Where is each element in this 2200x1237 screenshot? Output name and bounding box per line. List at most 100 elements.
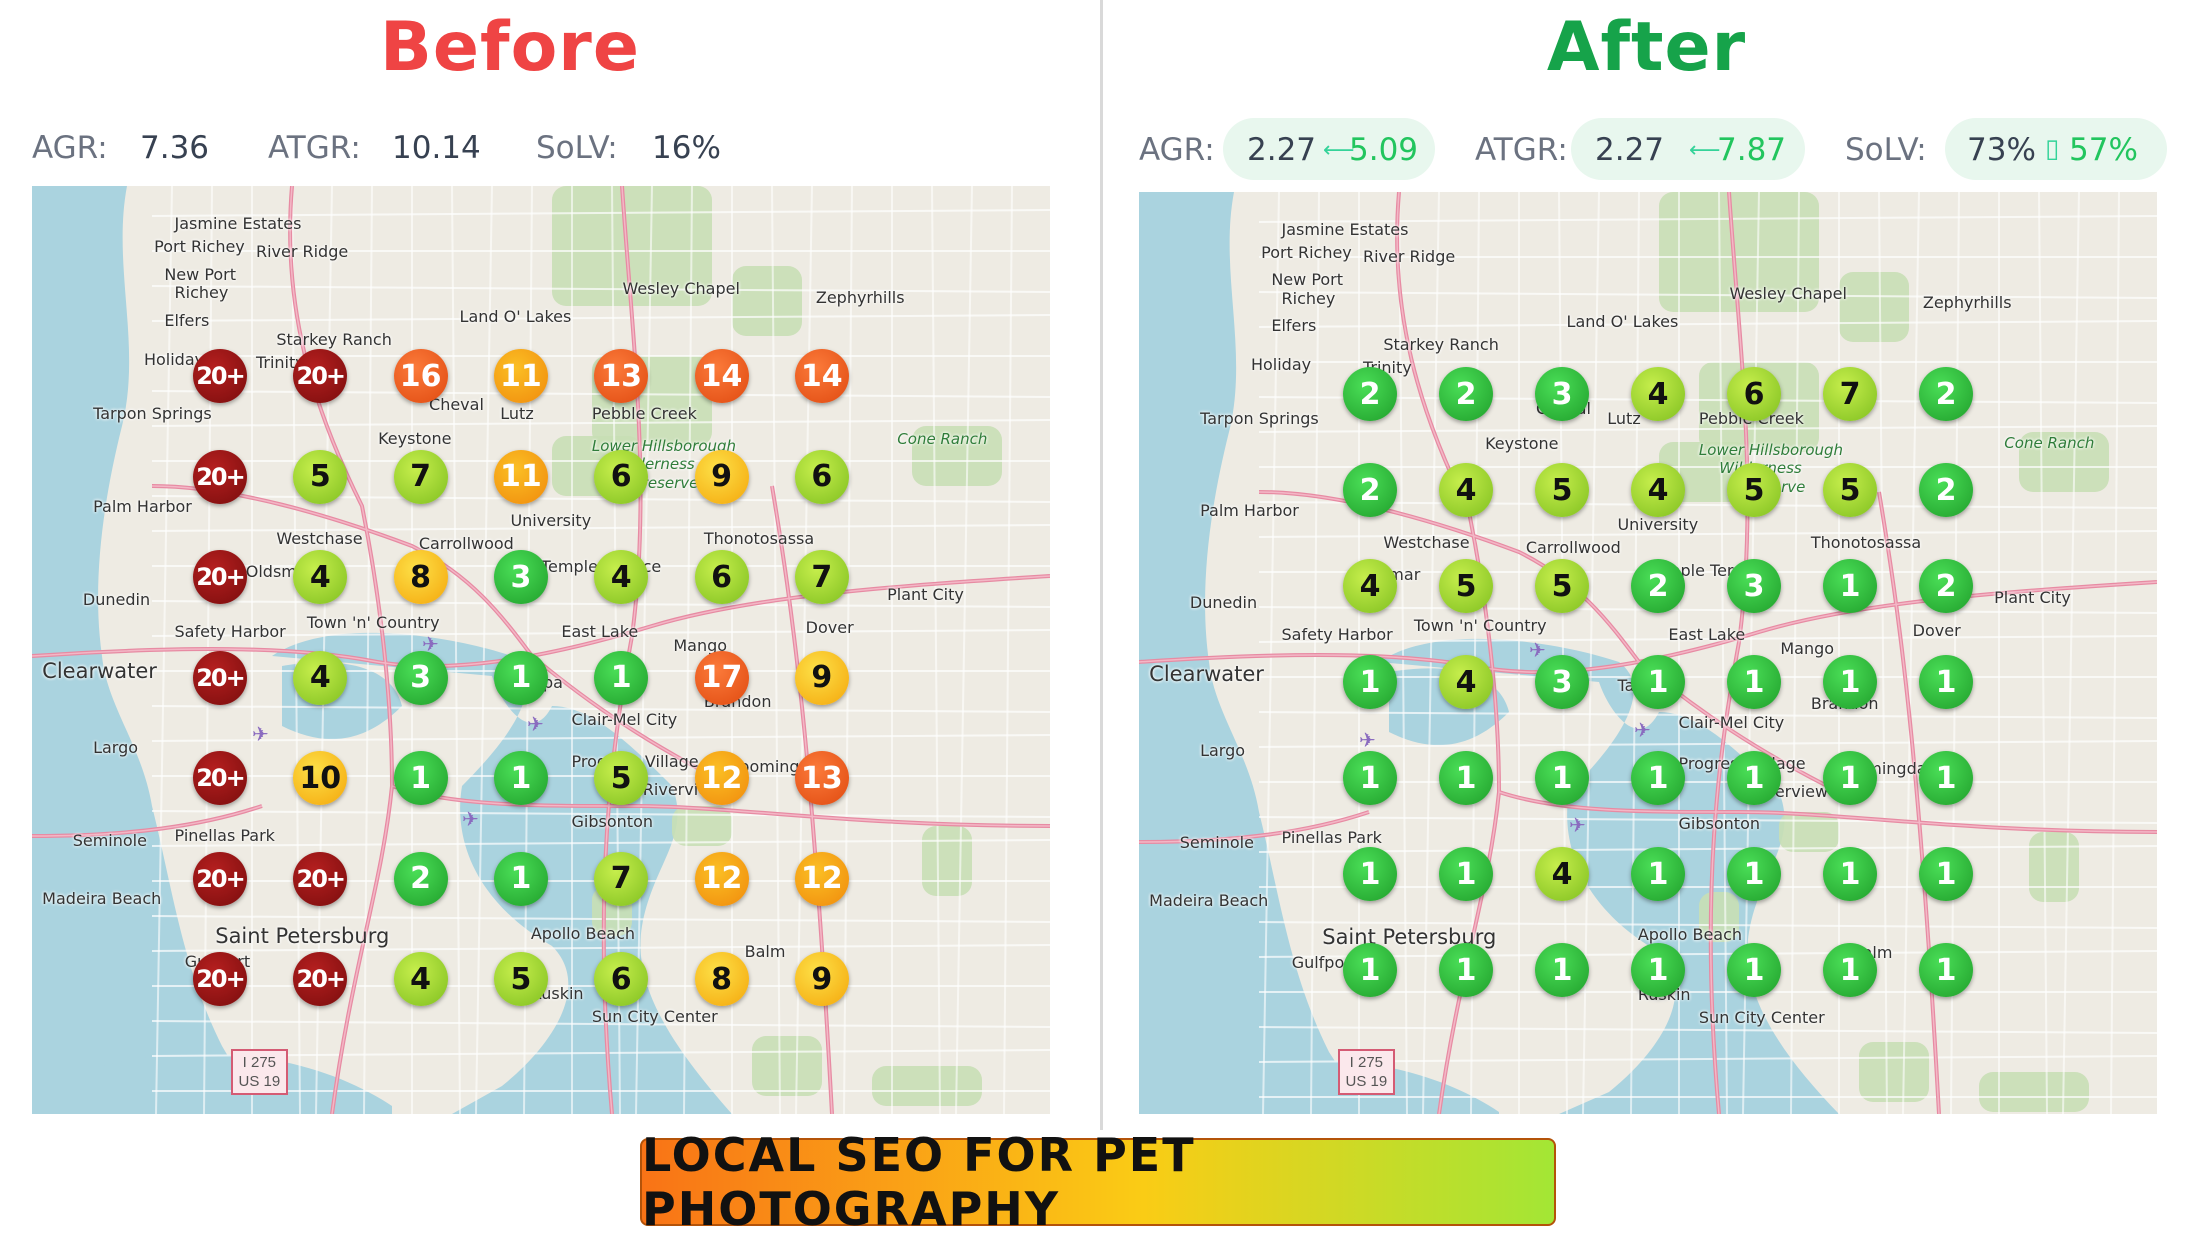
rank-marker: 1 — [1631, 943, 1685, 997]
map-place-label: Dunedin — [1189, 593, 1258, 613]
arrow-icon: ⟵ — [1323, 138, 1355, 163]
panel-divider — [1100, 0, 1103, 1130]
map-place-label: Cheval — [429, 394, 484, 414]
map-place-label: Tarpon Springs — [1200, 408, 1319, 428]
map-place-label: Wesley Chapel — [1729, 284, 1847, 304]
shield-line-1: I 275 — [242, 1054, 277, 1072]
rank-marker: 5 — [1535, 463, 1589, 517]
map-place-label: Port Richey — [1261, 242, 1352, 262]
map-place-label: Jasmine Estates — [1281, 219, 1409, 239]
agr-pill: 2.27 ⟵ 5.09 — [1223, 118, 1435, 180]
map-place-label: Lutz — [1607, 408, 1641, 428]
map-place-label: Madeira Beach — [1149, 890, 1269, 910]
rank-marker: 4 — [1439, 463, 1493, 517]
rank-marker: 20+ — [193, 650, 247, 705]
map-place-label: Land O' Lakes — [459, 306, 572, 326]
rank-marker: 14 — [694, 349, 749, 403]
map-place-label: Carrollwood — [1525, 537, 1621, 557]
rank-marker: 6 — [594, 952, 649, 1006]
rank-marker: 3 — [1535, 655, 1589, 709]
after-panel: After AGR: 2.27 ⟵ 5.09 ATGR: 2.27 ⟵ 7.87… — [1103, 0, 2200, 1237]
rank-marker: 5 — [594, 751, 649, 805]
rank-marker: 7 — [393, 449, 448, 504]
atgr-label: ATGR: — [268, 130, 361, 166]
rank-marker: 12 — [694, 751, 749, 805]
rank-marker: 20+ — [193, 851, 247, 906]
solv-label: SoLV: — [1845, 132, 1927, 168]
svg-text:✈: ✈ — [422, 632, 439, 656]
rank-marker: 1 — [1439, 943, 1493, 997]
rank-marker: 1 — [1535, 751, 1589, 805]
rank-marker: 5 — [1823, 463, 1877, 517]
rank-marker: 3 — [493, 550, 548, 604]
rank-marker: 12 — [794, 851, 849, 906]
rank-marker: 1 — [493, 751, 548, 805]
rank-marker: 1 — [1919, 655, 1973, 709]
atgr-after-value: 7.87 — [1717, 132, 1787, 168]
rank-marker: 9 — [794, 650, 849, 705]
rank-marker: 5 — [493, 952, 548, 1006]
after-metrics: AGR: 2.27 ⟵ 5.09 ATGR: 2.27 ⟵ 7.87 SoLV:… — [1139, 118, 2189, 180]
rank-marker: 1 — [1919, 847, 1973, 901]
rank-marker: 2 — [1439, 367, 1493, 421]
rank-marker: 13 — [794, 751, 849, 805]
rank-marker: 20+ — [293, 349, 348, 403]
map-place-label: Saint Petersburg — [215, 923, 390, 948]
rank-marker: 1 — [1631, 751, 1685, 805]
rank-marker: 1 — [493, 851, 548, 906]
rank-marker: 7 — [594, 851, 649, 906]
rank-marker: 20+ — [193, 952, 247, 1006]
map-place-label: Elfers — [1271, 316, 1317, 336]
map-place-label: University — [510, 510, 592, 530]
rank-marker: 17 — [694, 650, 749, 705]
solv-value: 16% — [652, 130, 721, 166]
rank-marker: 16 — [393, 349, 448, 403]
map-place-label: Sun City Center — [591, 1007, 718, 1027]
map-place-label: Thonotosassa — [1810, 533, 1922, 553]
map-place-label: Seminole — [1179, 832, 1254, 852]
rank-marker: 2 — [1919, 559, 1973, 613]
rank-marker: 2 — [1919, 463, 1973, 517]
shield-line-1: I 275 — [1349, 1054, 1384, 1072]
svg-text:✈: ✈ — [1529, 638, 1546, 662]
rank-marker: 5 — [1535, 559, 1589, 613]
atgr-before-value: 2.27 — [1595, 132, 1665, 168]
rank-marker: 20+ — [193, 751, 247, 805]
map-place-label: Balm — [744, 942, 786, 962]
rank-marker: 1 — [493, 650, 548, 705]
map-place-label: Plant City — [887, 585, 964, 605]
map-place-label: Zephyrhills — [1922, 293, 2012, 313]
rank-marker: 1 — [1727, 655, 1781, 709]
map-place-label: University — [1617, 514, 1699, 534]
map-place-label: Land O' Lakes — [1566, 311, 1679, 331]
rank-marker: 3 — [1727, 559, 1781, 613]
rank-marker: 20+ — [193, 449, 247, 504]
rank-marker: 1 — [594, 650, 649, 705]
highway-shield: I 275 US 19 — [230, 1049, 289, 1096]
rank-marker: 5 — [1727, 463, 1781, 517]
rank-marker: 4 — [1343, 559, 1397, 613]
rank-marker: 1 — [1727, 847, 1781, 901]
rank-marker: 1 — [1343, 751, 1397, 805]
rank-marker: 1 — [1823, 559, 1877, 613]
banner-title: LOCAL SEO FOR PET PHOTOGRAPHY — [640, 1128, 1556, 1236]
rank-marker: 20+ — [293, 952, 348, 1006]
map-place-label: Lutz — [500, 404, 534, 424]
map-place-label: Westchase — [276, 529, 363, 549]
map-place-label: Pebble Creek — [591, 404, 697, 424]
map-place-label: Madeira Beach — [42, 889, 162, 909]
rank-marker: 1 — [393, 751, 448, 805]
before-map: ✈ ✈ ✈ ✈ Jasmine Estates Port Richey River Ridg… — [32, 186, 1050, 1114]
map-place-label: Plant City — [1994, 588, 2071, 608]
rank-marker: 12 — [694, 851, 749, 906]
highway-shield: I 275 US 19 — [1337, 1049, 1396, 1096]
map-place-label: Gibsonton — [1678, 814, 1760, 834]
map-place-label: Largo — [93, 738, 139, 758]
before-panel: Before AGR: 7.36 ATGR: 10.14 SoLV: 16% ✈… — [32, 8, 1050, 1114]
rank-marker: 1 — [1823, 847, 1877, 901]
solv-before-value: 73% — [1967, 132, 2036, 168]
map-place-label: Pinellas Park — [1281, 828, 1382, 848]
rank-marker: 11 — [493, 349, 548, 403]
rank-marker: 7 — [794, 550, 849, 604]
map-place-label: Cone Ranch — [2004, 434, 2095, 453]
